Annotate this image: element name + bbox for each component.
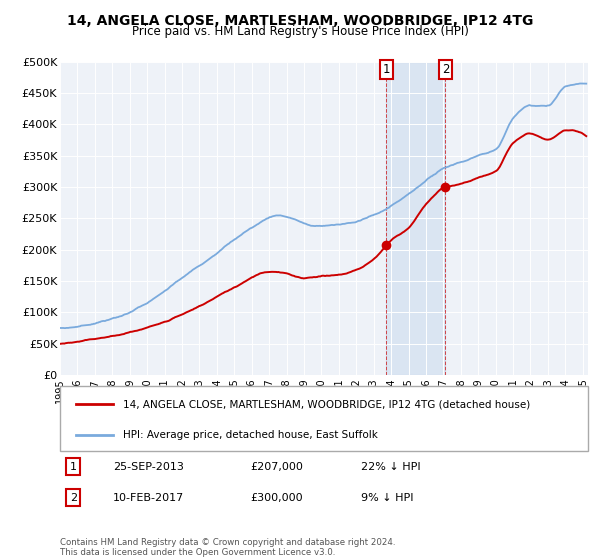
Text: 14, ANGELA CLOSE, MARTLESHAM, WOODBRIDGE, IP12 4TG (detached house): 14, ANGELA CLOSE, MARTLESHAM, WOODBRIDGE… xyxy=(124,399,530,409)
Text: Contains HM Land Registry data © Crown copyright and database right 2024.
This d: Contains HM Land Registry data © Crown c… xyxy=(60,538,395,557)
Text: 1: 1 xyxy=(70,461,77,472)
Text: 10-FEB-2017: 10-FEB-2017 xyxy=(113,493,184,503)
Text: 22% ↓ HPI: 22% ↓ HPI xyxy=(361,461,421,472)
Text: 2: 2 xyxy=(442,63,449,76)
Text: 9% ↓ HPI: 9% ↓ HPI xyxy=(361,493,413,503)
Text: 2: 2 xyxy=(70,493,77,503)
Text: Price paid vs. HM Land Registry's House Price Index (HPI): Price paid vs. HM Land Registry's House … xyxy=(131,25,469,38)
Text: £300,000: £300,000 xyxy=(250,493,303,503)
FancyBboxPatch shape xyxy=(60,386,588,451)
Bar xyxy=(386,62,445,375)
Text: £207,000: £207,000 xyxy=(250,461,303,472)
Text: 25-SEP-2013: 25-SEP-2013 xyxy=(113,461,184,472)
Text: 1: 1 xyxy=(383,63,390,76)
Text: 14, ANGELA CLOSE, MARTLESHAM, WOODBRIDGE, IP12 4TG: 14, ANGELA CLOSE, MARTLESHAM, WOODBRIDGE… xyxy=(67,14,533,28)
Text: HPI: Average price, detached house, East Suffolk: HPI: Average price, detached house, East… xyxy=(124,430,378,440)
